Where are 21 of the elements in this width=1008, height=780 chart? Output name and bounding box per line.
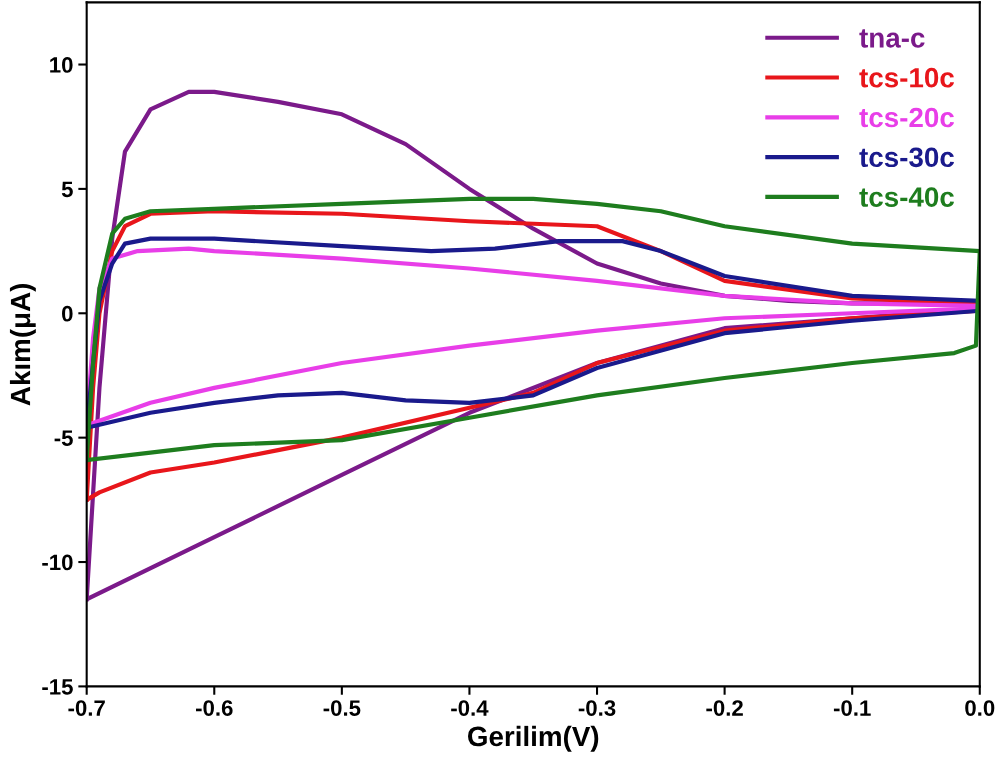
y-tick-label: 0 — [62, 305, 73, 322]
y-axis-title: Akım(μA) — [9, 284, 36, 406]
y-tick-label: -15 — [42, 679, 73, 695]
y-tick-label: -10 — [42, 554, 73, 571]
x-tick-label: -0.6 — [196, 700, 233, 716]
y-tick-label: 5 — [61, 181, 73, 198]
x-tick-label: 0.0 — [965, 700, 995, 716]
x-tick-label: -0.2 — [706, 700, 743, 716]
y-tick-label: 10 — [50, 57, 73, 73]
legend-label: tna-c — [859, 29, 925, 48]
legend-label: tcs-40c — [859, 187, 954, 207]
y-tick-label: -5 — [54, 430, 73, 446]
x-tick-label: -0.5 — [323, 700, 361, 716]
x-tick-label: -0.3 — [578, 700, 616, 716]
x-axis-title: Gerilim(V) — [468, 725, 599, 752]
x-tick-label: -0.4 — [451, 700, 489, 716]
x-tick-label: -0.7 — [68, 700, 105, 716]
legend-label: tcs-10c — [859, 67, 954, 88]
legend-label: tcs-30c — [859, 147, 954, 168]
x-tick-label: -0.1 — [833, 700, 871, 716]
legend-label: tcs-20c — [859, 107, 954, 128]
